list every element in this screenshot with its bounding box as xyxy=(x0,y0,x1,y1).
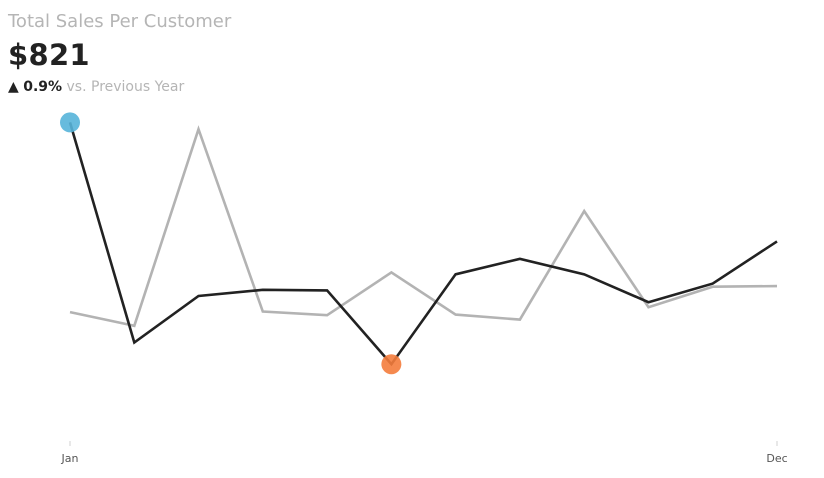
x-tick-label: Dec xyxy=(766,452,787,465)
delta-value: 0.9% xyxy=(23,79,63,95)
current-series-line xyxy=(68,122,778,367)
x-axis-labels: Jan Dec xyxy=(61,452,788,465)
previous-series-line xyxy=(69,125,778,328)
x-axis-ticks xyxy=(69,441,778,446)
kpi-value: $821 xyxy=(8,38,90,72)
x-tick-label: Jan xyxy=(61,452,79,465)
max-point-marker[interactable] xyxy=(60,112,80,133)
up-triangle-icon: ▲ xyxy=(8,79,19,95)
min-point-marker[interactable] xyxy=(381,354,402,375)
delta-row: ▲ 0.9% vs. Previous Year xyxy=(8,79,184,95)
series-layer xyxy=(68,122,778,367)
marker-layer xyxy=(60,112,402,375)
chart-title: Total Sales Per Customer xyxy=(8,11,232,32)
delta-label: vs. Previous Year xyxy=(66,79,185,95)
